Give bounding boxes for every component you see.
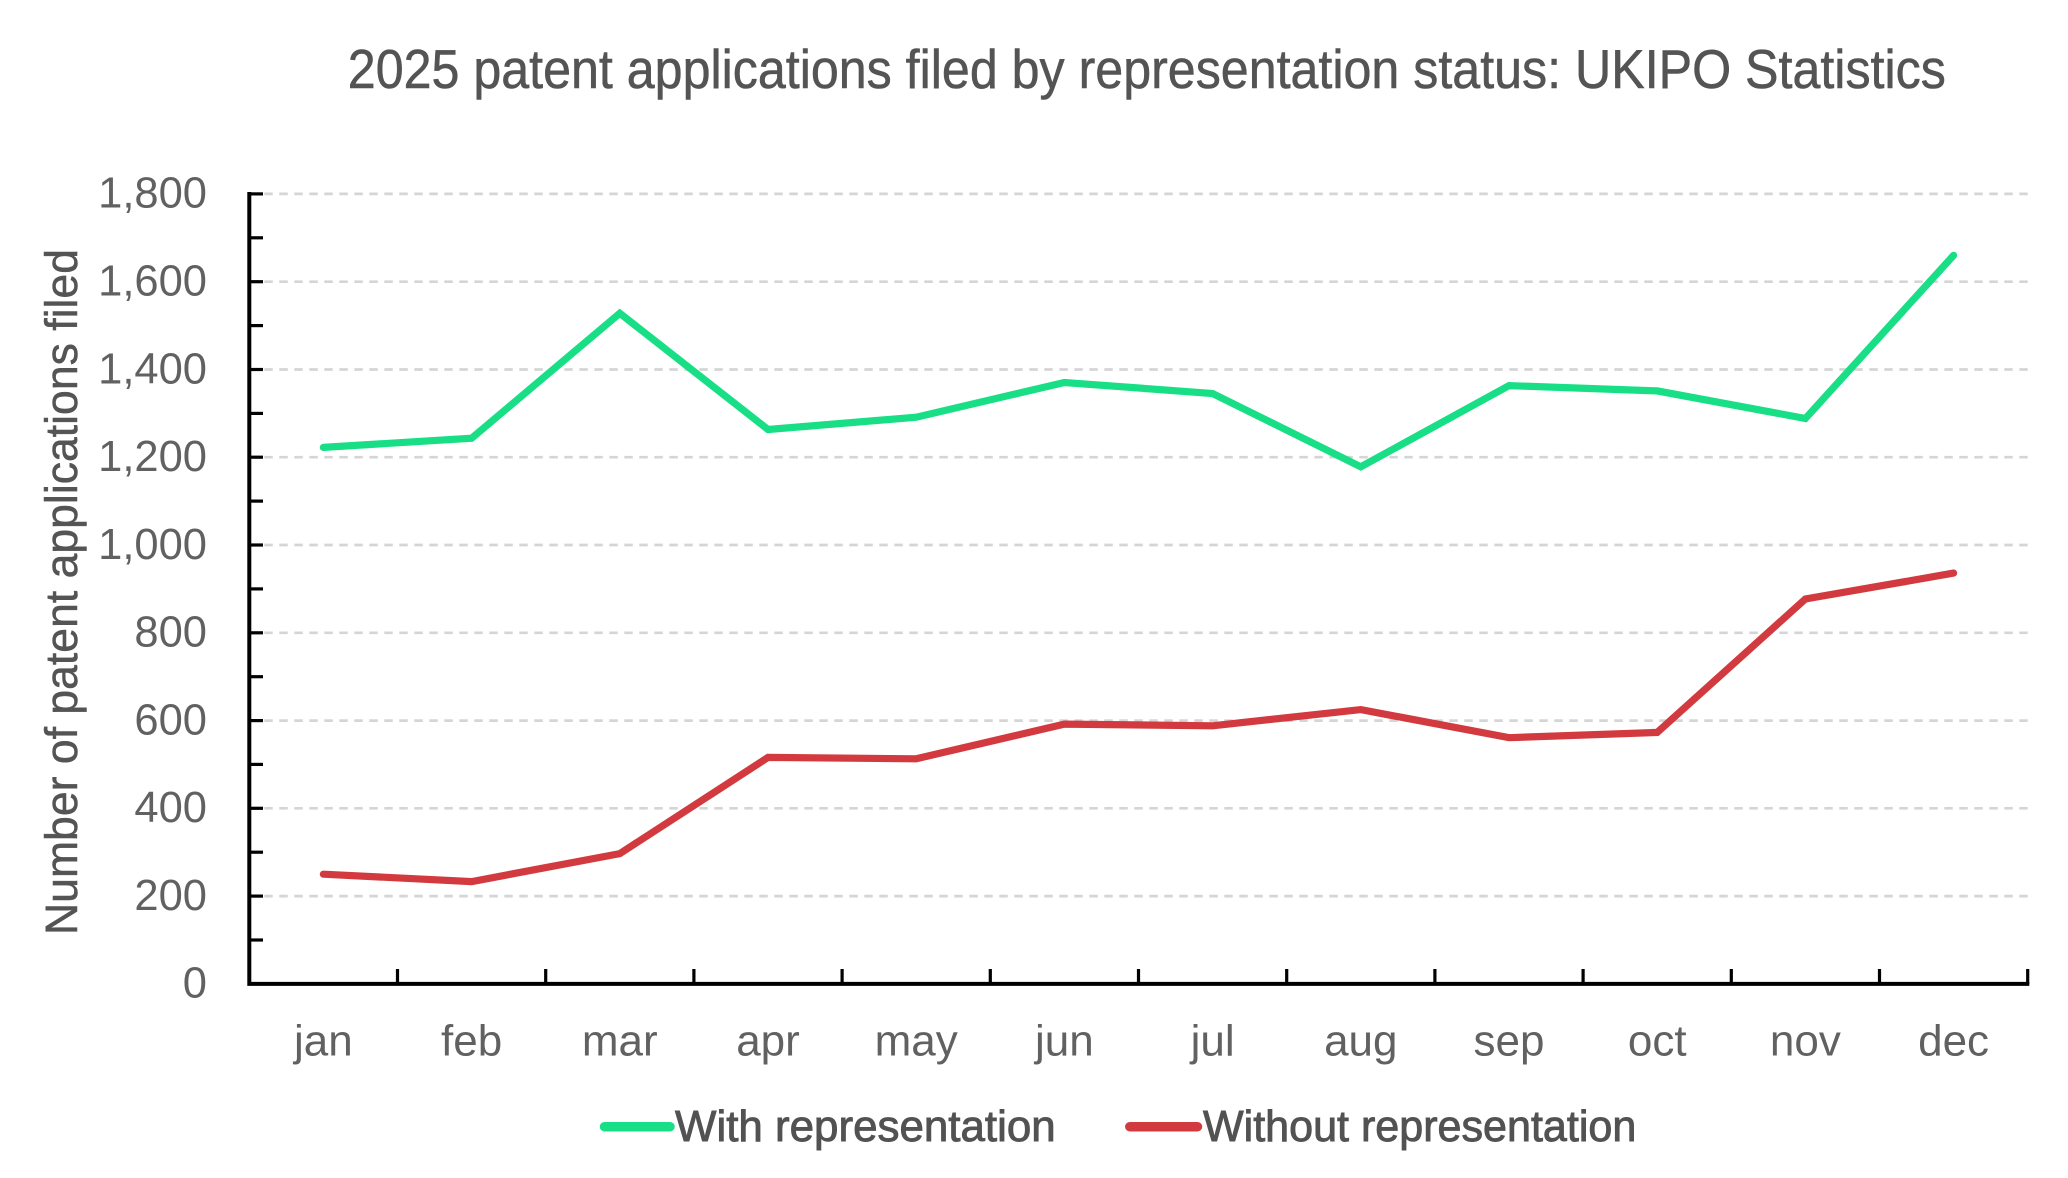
svg-text:400: 400: [134, 784, 207, 832]
svg-text:oct: oct: [1628, 1016, 1687, 1065]
svg-text:dec: dec: [1918, 1016, 1989, 1065]
svg-text:800: 800: [134, 609, 207, 657]
svg-text:1,000: 1,000: [98, 521, 207, 569]
svg-text:aug: aug: [1324, 1016, 1397, 1065]
svg-text:feb: feb: [441, 1016, 502, 1065]
svg-text:200: 200: [134, 872, 207, 920]
svg-text:0: 0: [183, 960, 207, 1008]
svg-text:2025 patent applications filed: 2025 patent applications filed by repres…: [348, 38, 1946, 100]
svg-text:jul: jul: [1189, 1016, 1235, 1065]
svg-text:1,200: 1,200: [98, 433, 207, 481]
svg-text:jan: jan: [292, 1016, 353, 1065]
svg-text:nov: nov: [1770, 1016, 1841, 1065]
svg-text:600: 600: [134, 696, 207, 744]
svg-text:Without representation: Without representation: [1203, 1103, 1636, 1151]
svg-text:mar: mar: [582, 1016, 658, 1065]
svg-text:1,600: 1,600: [98, 258, 207, 306]
svg-text:1,400: 1,400: [98, 345, 207, 393]
svg-text:1,800: 1,800: [98, 170, 207, 218]
svg-text:Number of patent applications: Number of patent applications filed: [36, 249, 87, 935]
svg-text:apr: apr: [736, 1016, 800, 1065]
svg-text:jun: jun: [1033, 1016, 1094, 1065]
svg-text:sep: sep: [1474, 1016, 1545, 1065]
svg-text:may: may: [875, 1016, 958, 1065]
svg-text:With representation: With representation: [675, 1103, 1056, 1151]
